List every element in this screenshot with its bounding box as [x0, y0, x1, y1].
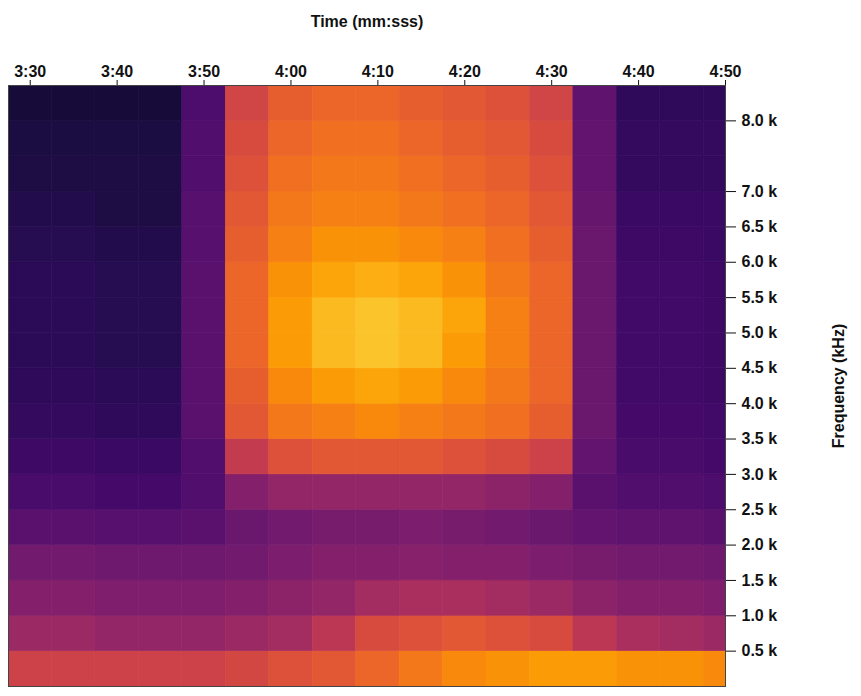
svg-text:8.0 k: 8.0 k	[742, 112, 778, 129]
svg-text:4.5 k: 4.5 k	[742, 359, 778, 376]
svg-text:Frequency (kHz): Frequency (kHz)	[830, 324, 847, 448]
svg-text:0.5 k: 0.5 k	[742, 642, 778, 659]
svg-text:6.5 k: 6.5 k	[742, 218, 778, 235]
svg-text:Time (mm:sss): Time (mm:sss)	[311, 13, 424, 30]
svg-text:4.0 k: 4.0 k	[742, 395, 778, 412]
svg-text:6.0 k: 6.0 k	[742, 253, 778, 270]
svg-text:4:50: 4:50	[709, 63, 741, 80]
svg-text:3:40: 3:40	[101, 63, 133, 80]
svg-text:1.5 k: 1.5 k	[742, 572, 778, 589]
svg-text:1.0 k: 1.0 k	[742, 607, 778, 624]
svg-text:4:40: 4:40	[623, 63, 655, 80]
svg-text:5.5 k: 5.5 k	[742, 289, 778, 306]
svg-text:3:50: 3:50	[188, 63, 220, 80]
svg-text:4:10: 4:10	[362, 63, 394, 80]
svg-text:2.5 k: 2.5 k	[742, 501, 778, 518]
svg-text:4:00: 4:00	[275, 63, 307, 80]
svg-text:7.0 k: 7.0 k	[742, 183, 778, 200]
svg-text:4:20: 4:20	[449, 63, 481, 80]
svg-text:3.0 k: 3.0 k	[742, 466, 778, 483]
svg-text:3.5 k: 3.5 k	[742, 430, 778, 447]
svg-text:4:30: 4:30	[536, 63, 568, 80]
svg-text:3:30: 3:30	[14, 63, 46, 80]
svg-text:5.0 k: 5.0 k	[742, 324, 778, 341]
svg-text:2.0 k: 2.0 k	[742, 536, 778, 553]
